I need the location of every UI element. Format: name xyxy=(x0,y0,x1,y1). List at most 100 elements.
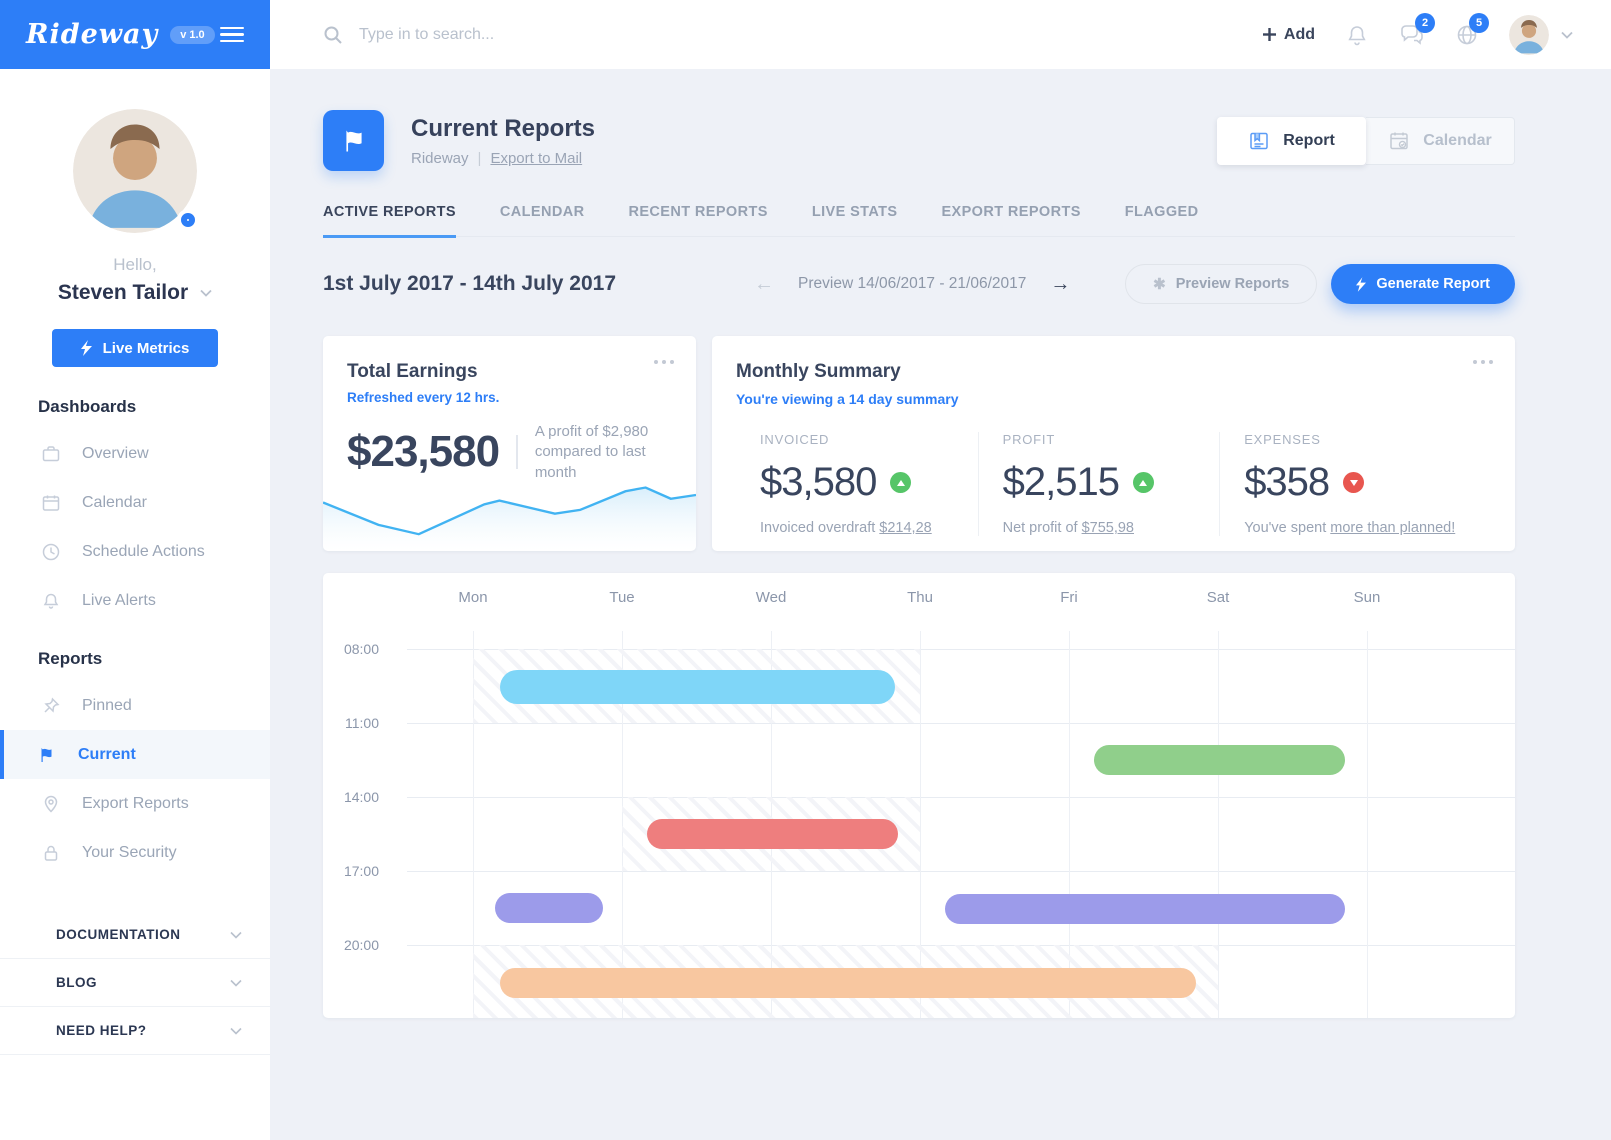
card-menu-button[interactable] xyxy=(1473,360,1493,364)
briefcase-icon xyxy=(42,445,60,463)
tab-flagged[interactable]: FLAGGED xyxy=(1124,204,1199,220)
sidebar-nav: Dashboards Overview Calendar Schedule Ac… xyxy=(0,397,270,877)
profile-avatar xyxy=(73,109,197,233)
add-button[interactable]: Add xyxy=(1262,26,1315,44)
calendar-day-label: Wed xyxy=(755,589,787,606)
hamburger-menu-icon[interactable] xyxy=(220,23,244,47)
metric-profit: PROFIT $2,515 Net profit of $755,98 xyxy=(977,432,1220,536)
tab-recent-reports[interactable]: RECENT REPORTS xyxy=(628,204,768,220)
calendar-time-label: 20:00 xyxy=(343,937,379,953)
notifications-button[interactable] xyxy=(1345,23,1369,47)
toggle-report-button[interactable]: Report xyxy=(1217,116,1366,165)
live-metrics-button[interactable]: Live Metrics xyxy=(52,329,218,367)
calendar-time-label: 08:00 xyxy=(343,641,379,657)
toggle-calendar-button[interactable]: Calendar xyxy=(1366,116,1515,165)
summary-title: Monthly Summary xyxy=(736,361,901,382)
calendar-hour-gridline xyxy=(407,649,1515,650)
footer-item-label: BLOG xyxy=(56,975,97,990)
sidebar-item-label: Export Reports xyxy=(82,794,189,812)
earnings-sparkline-chart xyxy=(323,486,696,551)
calendar-hour-gridline xyxy=(407,871,1515,872)
metric-value: $2,515 xyxy=(1002,460,1120,504)
app-logo: Rideway xyxy=(26,19,159,50)
metric-note: Invoiced overdraft $214,28 xyxy=(760,520,932,536)
calendar-day-label: Sat xyxy=(1206,589,1230,606)
calendar-hour-gridline xyxy=(407,797,1515,798)
messages-button[interactable]: 2 xyxy=(1399,12,1435,47)
metric-note-link[interactable]: more than planned! xyxy=(1330,520,1456,536)
sidebar-item-label: Schedule Actions xyxy=(82,542,205,560)
sidebar-item-pinned[interactable]: Pinned xyxy=(0,681,270,730)
sidebar-item-calendar[interactable]: Calendar xyxy=(0,478,270,527)
user-menu-button[interactable] xyxy=(1509,14,1573,55)
user-dropdown[interactable]: Steven Tailor xyxy=(0,281,270,305)
bolt-icon xyxy=(1356,276,1367,292)
view-toggle: Report Calendar xyxy=(1217,116,1515,165)
calendar-event[interactable] xyxy=(499,670,895,705)
network-button[interactable]: 5 xyxy=(1455,12,1489,47)
chevron-down-icon xyxy=(230,979,242,987)
sidebar-item-schedule-actions[interactable]: Schedule Actions xyxy=(0,527,270,576)
page-header: Current Reports Rideway | Export to Mail… xyxy=(323,110,1515,171)
footer-item-documentation[interactable]: DOCUMENTATION xyxy=(0,911,270,959)
card-menu-button[interactable] xyxy=(654,360,674,364)
flag-icon xyxy=(38,746,56,764)
search-icon xyxy=(323,25,343,45)
trend-down-icon xyxy=(1343,472,1365,493)
calendar-event[interactable] xyxy=(499,968,1196,999)
avatar xyxy=(1509,14,1549,55)
sidebar-item-overview[interactable]: Overview xyxy=(0,429,270,478)
tab-calendar[interactable]: CALENDAR xyxy=(499,204,585,220)
calendar-event[interactable] xyxy=(495,893,603,923)
preview-reports-label: Preview Reports xyxy=(1175,276,1290,292)
globe-icon xyxy=(1455,23,1479,47)
sidebar-item-label: Live Alerts xyxy=(82,591,156,609)
arrow-right-icon[interactable]: → xyxy=(1050,273,1071,295)
monthly-summary-card: Monthly Summary You're viewing a 14 day … xyxy=(712,336,1515,551)
lock-icon xyxy=(42,844,60,862)
report-tabs: ACTIVE REPORTS CALENDAR RECENT REPORTS L… xyxy=(323,204,1515,238)
toggle-calendar-label: Calendar xyxy=(1423,131,1492,149)
metric-note-link[interactable]: $214,28 xyxy=(879,520,932,536)
calendar-day-gridline xyxy=(1218,631,1219,1018)
calendar-day-label: Tue xyxy=(609,589,635,606)
search-input[interactable] xyxy=(359,25,779,44)
asterisk-icon: ✱ xyxy=(1153,276,1166,293)
calendar-hour-gridline xyxy=(407,723,1515,724)
sidebar-footer: DOCUMENTATION BLOG NEED HELP? xyxy=(0,911,270,1055)
calendar-icon xyxy=(42,494,60,512)
sidebar-item-your-security[interactable]: Your Security xyxy=(0,828,270,877)
calendar-event[interactable] xyxy=(1094,745,1345,775)
preview-reports-button[interactable]: ✱ Preview Reports xyxy=(1125,264,1318,304)
section-title-dashboards: Dashboards xyxy=(38,397,137,416)
topbar-actions: Add 2 5 xyxy=(1262,0,1573,69)
sidebar-item-export-reports[interactable]: Export Reports xyxy=(0,779,270,828)
footer-item-need-help[interactable]: NEED HELP? xyxy=(0,1007,270,1055)
tab-live-stats[interactable]: LIVE STATS xyxy=(811,204,898,220)
metric-note-link[interactable]: $755,98 xyxy=(1081,520,1134,536)
footer-item-label: NEED HELP? xyxy=(56,1023,147,1038)
metric-invoiced: INVOICED $3,580 Invoiced overdraft $214,… xyxy=(736,432,978,536)
summary-subtitle: You're viewing a 14 day summary xyxy=(736,391,959,407)
tab-active-reports[interactable]: ACTIVE REPORTS xyxy=(323,204,456,238)
arrow-left-icon[interactable]: ← xyxy=(754,273,775,295)
sidebar-item-live-alerts[interactable]: Live Alerts xyxy=(0,576,270,625)
footer-item-blog[interactable]: BLOG xyxy=(0,959,270,1007)
calendar-event[interactable] xyxy=(647,819,898,849)
earnings-title: Total Earnings xyxy=(347,361,478,382)
section-title-reports: Reports xyxy=(38,649,103,668)
calendar-event[interactable] xyxy=(945,894,1345,925)
metric-label: INVOICED xyxy=(760,432,830,447)
calendar-time-label: 17:00 xyxy=(343,863,379,879)
online-status-dot xyxy=(181,213,195,227)
calendar-day-label: Sun xyxy=(1353,589,1381,606)
export-to-mail-link[interactable]: Export to Mail xyxy=(490,149,583,167)
generate-report-button[interactable]: Generate Report xyxy=(1331,264,1515,304)
sidebar-item-current[interactable]: Current xyxy=(0,730,270,779)
username: Steven Tailor xyxy=(57,281,189,304)
divider xyxy=(516,435,518,470)
pin-icon xyxy=(42,696,60,715)
generate-report-label: Generate Report xyxy=(1376,276,1490,292)
tab-export-reports[interactable]: EXPORT REPORTS xyxy=(941,204,1081,220)
logo-block: Rideway v 1.0 xyxy=(0,0,270,69)
